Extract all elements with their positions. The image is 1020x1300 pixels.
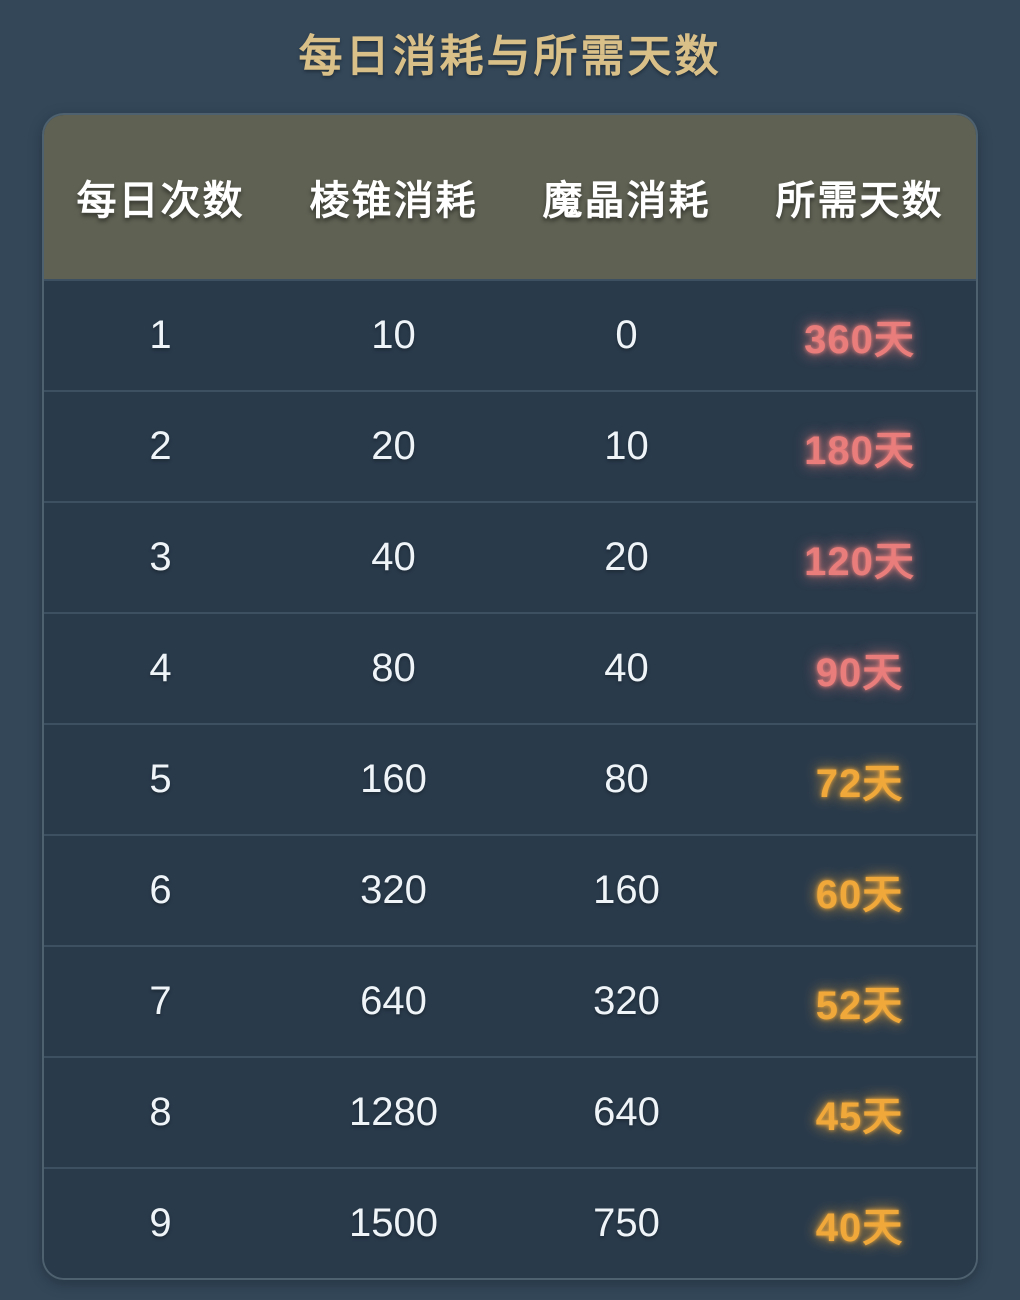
cell-times: 3 [149,535,172,579]
cell-days: 72天 [815,761,904,806]
table-row: 2 20 10 180天 [44,390,976,501]
cell-pyramid: 10 [371,313,416,357]
header-daily-times: 每日次数 [76,179,245,223]
cell-days: 52天 [815,983,904,1028]
cell-times: 2 [149,424,172,468]
cell-days: 60天 [815,872,904,917]
cell-crystal: 160 [593,868,660,912]
cell-times: 8 [149,1090,172,1134]
cell-crystal: 20 [604,535,649,579]
header-pyramid-cost: 棱锥消耗 [309,179,478,223]
cell-crystal: 750 [593,1201,660,1245]
cell-times: 5 [149,757,172,801]
header-crystal-cost: 魔晶消耗 [542,179,711,223]
table-row: 9 1500 750 40天 [44,1167,976,1278]
cell-days: 90天 [815,650,904,695]
cell-pyramid: 80 [371,646,416,690]
cell-crystal: 80 [604,757,649,801]
cell-crystal: 640 [593,1090,660,1134]
cell-days: 40天 [815,1205,904,1250]
cell-days: 360天 [804,317,915,362]
table-row: 8 1280 640 45天 [44,1056,976,1167]
table-row: 4 80 40 90天 [44,612,976,723]
cell-pyramid: 320 [360,868,427,912]
header-days-needed: 所需天数 [775,179,944,223]
cell-times: 9 [149,1201,172,1245]
table-row: 7 640 320 52天 [44,945,976,1056]
cell-pyramid: 40 [371,535,416,579]
cell-pyramid: 1500 [349,1201,438,1245]
cell-crystal: 40 [604,646,649,690]
cell-times: 4 [149,646,172,690]
cell-crystal: 10 [604,424,649,468]
cell-days: 45天 [815,1094,904,1139]
table-row: 6 320 160 60天 [44,834,976,945]
cell-pyramid: 640 [360,979,427,1023]
table-row: 5 160 80 72天 [44,723,976,834]
page-title: 每日消耗与所需天数 [298,32,722,81]
cell-times: 7 [149,979,172,1023]
cell-pyramid: 160 [360,757,427,801]
consumption-table: 每日次数 棱锥消耗 魔晶消耗 所需天数 1 10 0 360天 2 20 10 … [42,113,978,1280]
table-row: 1 10 0 360天 [44,279,976,390]
cell-days: 180天 [804,428,915,473]
cell-crystal: 0 [615,313,638,357]
table-row: 3 40 20 120天 [44,501,976,612]
table-header-row: 每日次数 棱锥消耗 魔晶消耗 所需天数 [44,115,976,279]
cell-pyramid: 20 [371,424,416,468]
cell-pyramid: 1280 [349,1090,438,1134]
cell-times: 6 [149,868,172,912]
cell-crystal: 320 [593,979,660,1023]
cell-times: 1 [149,313,172,357]
cell-days: 120天 [804,539,915,584]
